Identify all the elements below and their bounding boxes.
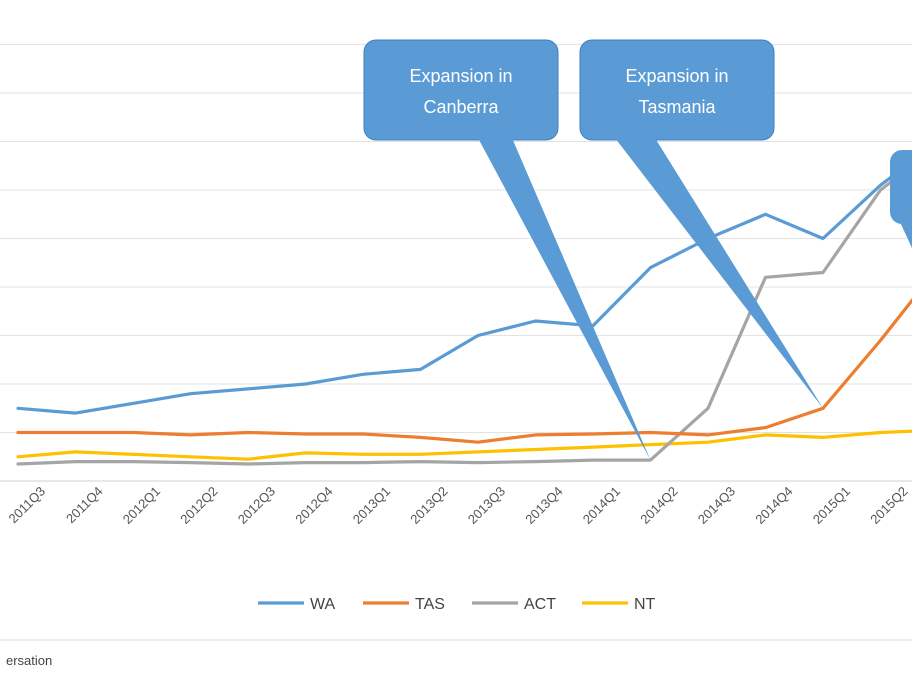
- legend-label: TAS: [415, 596, 445, 613]
- legend-item-wa: WA: [258, 596, 336, 613]
- legend-label: ACT: [524, 596, 556, 613]
- x-tick-label: 2014Q3: [695, 484, 738, 527]
- x-tick-label: 2012Q1: [120, 484, 163, 527]
- series-line-act: [16, 164, 912, 466]
- callout-text: Expansion in: [625, 66, 728, 86]
- callout-text: Expansion in: [409, 66, 512, 86]
- callout-text: Canberra: [423, 97, 499, 117]
- x-tick-label: 2013Q4: [522, 484, 565, 527]
- series-line-wa: [16, 159, 912, 415]
- callout-box: [363, 39, 559, 141]
- callout-box: [579, 39, 775, 141]
- x-tick-label: 2013Q3: [465, 484, 508, 527]
- series-lines: [16, 159, 912, 466]
- x-tick-label: 2015Q1: [810, 484, 853, 527]
- legend: WA TAS ACT NT: [0, 596, 912, 641]
- x-tick-label: 2011Q4: [63, 484, 106, 527]
- series-line-tas: [16, 297, 912, 444]
- callout-pointer: [900, 222, 912, 249]
- legend-label: WA: [310, 596, 336, 613]
- callout-partial: [890, 150, 912, 249]
- x-axis-tick-labels: 2011Q3 2011Q4 2012Q1 2012Q2 2012Q3 2012Q4 2013…: [5, 484, 910, 527]
- x-tick-label: 2012Q3: [235, 484, 278, 527]
- callout-canberra: Expansion in Canberra: [363, 39, 651, 461]
- legend-item-nt: NT: [582, 596, 656, 613]
- series-line-nt: [16, 429, 912, 461]
- legend-item-act: ACT: [472, 596, 556, 613]
- x-tick-label: 2014Q2: [637, 484, 680, 527]
- callout-text: Tasmania: [638, 97, 716, 117]
- callout-tasmania: Expansion in Tasmania: [579, 39, 823, 409]
- callout-box: [890, 150, 912, 224]
- x-tick-label: 2013Q1: [350, 484, 393, 527]
- x-tick-label: 2013Q2: [407, 484, 450, 527]
- callout-pointer: [478, 138, 651, 461]
- callout-pointer: [615, 138, 823, 409]
- x-tick-label: 2015Q2: [867, 484, 910, 527]
- legend-label: NT: [634, 596, 656, 613]
- callouts: Expansion in Canberra Expansion in Tasmania: [363, 39, 912, 461]
- source-note: ersation: [6, 653, 53, 668]
- legend-item-tas: TAS: [363, 596, 445, 613]
- x-tick-label: 2014Q4: [752, 484, 795, 527]
- x-tick-label: 2011Q3: [5, 484, 48, 527]
- x-tick-label: 2012Q2: [177, 484, 220, 527]
- x-tick-label: 2012Q4: [292, 484, 335, 527]
- x-tick-label: 2014Q1: [580, 484, 623, 527]
